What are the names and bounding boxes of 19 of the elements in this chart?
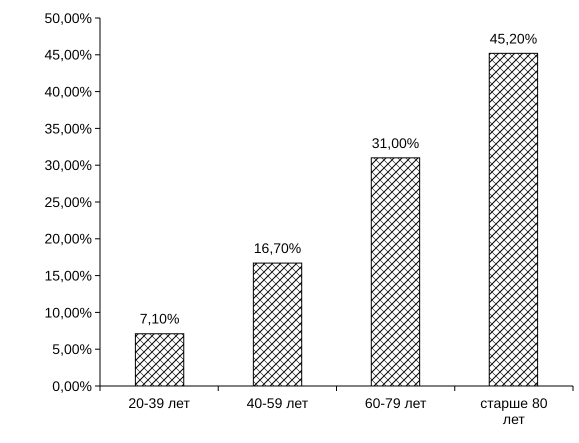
- data-label: 31,00%: [372, 134, 420, 151]
- x-tick-label: старше 80 лет: [480, 395, 548, 427]
- y-tick-label: 40,00%: [44, 84, 92, 100]
- y-tick-label: 50,00%: [44, 10, 92, 26]
- y-tick-label: 25,00%: [44, 194, 92, 210]
- y-tick-label: 20,00%: [44, 230, 92, 247]
- y-tick-label: 5,00%: [52, 341, 92, 358]
- x-tick-label: 20-39 лет: [128, 395, 191, 411]
- y-tick-label: 45,00%: [44, 46, 92, 63]
- x-tick-label: 60-79 лет: [364, 395, 428, 411]
- y-tick-label: 10,00%: [44, 304, 92, 320]
- data-label: 16,70%: [254, 240, 302, 256]
- y-tick-label: 30,00%: [44, 157, 92, 174]
- y-tick-label: 15,00%: [44, 268, 92, 284]
- data-label: 45,20%: [490, 30, 538, 46]
- x-tick-label: 40-59 лет: [246, 395, 309, 411]
- y-tick-label: 35,00%: [44, 120, 92, 136]
- data-label: 7,10%: [140, 310, 180, 327]
- y-tick-label: 0,00%: [52, 378, 92, 394]
